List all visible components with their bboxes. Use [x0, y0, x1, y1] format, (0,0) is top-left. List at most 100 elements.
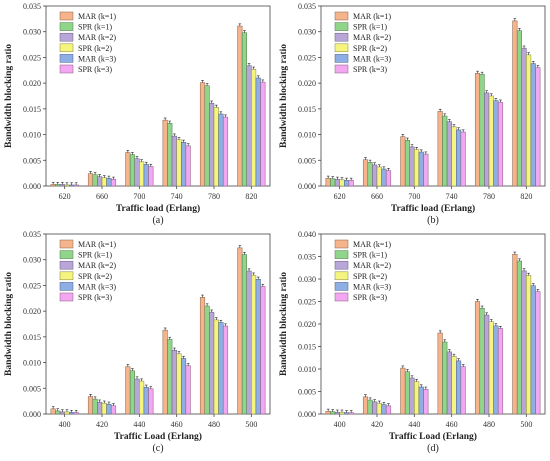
legend-label: MAR (k=3): [78, 282, 116, 291]
bar: [101, 402, 107, 415]
y-tick-label: 0.015: [23, 105, 41, 114]
x-tick-label: 500: [245, 420, 257, 429]
legend-label: MAR (k=2): [78, 33, 116, 42]
bar: [521, 47, 527, 187]
legend-swatch: [59, 271, 74, 281]
legend-swatch: [59, 54, 74, 63]
legend-swatch: [334, 32, 349, 42]
chart-svg: 0.000 0.005 0.010 0.015 0.020 0.025 0.030 0.035…: [279, 230, 546, 454]
x-tick-label: 440: [408, 420, 420, 429]
bar: [185, 365, 191, 415]
bar: [418, 151, 424, 187]
legend-label: MAR (k=1): [353, 240, 391, 249]
bar: [167, 123, 173, 187]
bar: [456, 360, 462, 415]
bar: [442, 341, 448, 415]
bar: [209, 102, 215, 187]
y-tick-label: 0.020: [298, 79, 316, 88]
legend-label: SPR (k=1): [353, 23, 387, 32]
bar: [521, 270, 527, 415]
bar: [367, 162, 373, 187]
x-tick-label: 460: [446, 420, 458, 429]
bar: [59, 411, 65, 415]
x-tick-label: 660: [96, 192, 108, 201]
bar: [339, 179, 345, 187]
legend: MAR (k=1) SPR (k=1)MAR (k=2) SPR (k=2)MAR …: [59, 11, 116, 74]
y-tick-label: 0.025: [23, 281, 41, 290]
legend-label: MAR (k=3): [353, 54, 391, 63]
bar: [129, 370, 135, 415]
y-tick-label: 0.015: [298, 343, 316, 352]
y-tick-label: 0.030: [298, 28, 316, 37]
bar: [526, 275, 532, 415]
x-tick-label: 480: [208, 420, 220, 429]
bar: [437, 332, 443, 415]
bar: [171, 135, 177, 187]
legend-label: SPR (k=3): [353, 293, 387, 302]
y-tick-label: 0.025: [298, 53, 316, 62]
bar: [176, 353, 182, 415]
x-tick-label: 460: [171, 420, 183, 429]
bar: [222, 116, 229, 187]
bar: [535, 67, 541, 187]
bar: [237, 247, 243, 415]
x-tick-label: 740: [171, 192, 183, 201]
bar: [423, 389, 429, 415]
bar: [92, 398, 98, 415]
x-tick-label: 400: [334, 420, 346, 429]
bar: [50, 184, 56, 187]
bar: [260, 286, 266, 415]
legend-label: MAR (k=1): [353, 12, 391, 21]
bar: [222, 325, 229, 415]
legend-swatch: [334, 11, 349, 21]
y-tick-label: 0.035: [298, 2, 316, 11]
bar: [409, 377, 415, 415]
legend-label: SPR (k=2): [353, 44, 387, 53]
bar: [213, 319, 219, 415]
bar: [199, 82, 206, 187]
bar: [246, 270, 252, 415]
bar: [213, 107, 219, 187]
bar: [488, 321, 494, 415]
legend-swatch: [334, 271, 349, 281]
legend-label: SPR (k=2): [353, 272, 387, 281]
bar: [488, 95, 494, 187]
x-tick-label: 740: [446, 192, 458, 201]
bar: [143, 387, 149, 415]
legend-label: MAR (k=2): [78, 261, 116, 270]
bar: [530, 285, 536, 415]
bar: [451, 356, 457, 415]
bar: [87, 396, 94, 415]
bar: [497, 101, 504, 187]
bar: [59, 184, 65, 187]
bar: [484, 92, 490, 187]
y-tick-label: 0.035: [23, 2, 41, 11]
y-tick-label: 0.025: [298, 298, 316, 307]
bar: [376, 402, 382, 415]
legend-swatch: [334, 43, 349, 53]
legend-label: SPR (k=1): [78, 251, 112, 260]
legend-label: MAR (k=1): [78, 12, 116, 21]
chart-panel-a: 0.000 0.005 0.010 0.015 0.020 0.025 0.030 0.035…: [0, 0, 275, 228]
bar: [97, 176, 103, 187]
bar: [334, 179, 340, 187]
legend-swatch: [334, 239, 349, 249]
bar: [204, 85, 210, 187]
legend-label: MAR (k=3): [78, 54, 116, 63]
x-tick-label: 820: [245, 192, 257, 201]
y-tick-label: 0.000: [23, 410, 41, 419]
bar: [139, 161, 145, 187]
y-tick-label: 0.005: [298, 388, 316, 397]
bar: [516, 260, 522, 415]
y-tick-label: 0.010: [298, 365, 316, 374]
bar: [446, 121, 452, 187]
x-axis-label: Traffic Load (Erlang): [114, 431, 202, 442]
x-tick-label: 700: [408, 192, 420, 201]
bar: [97, 401, 103, 415]
legend: MAR (k=1) SPR (k=1)MAR (k=2) SPR (k=2)MAR …: [334, 239, 391, 302]
legend-label: SPR (k=3): [353, 65, 387, 74]
bar: [348, 412, 354, 415]
bar: [106, 178, 112, 187]
bar: [218, 113, 224, 187]
bar: [530, 63, 536, 187]
